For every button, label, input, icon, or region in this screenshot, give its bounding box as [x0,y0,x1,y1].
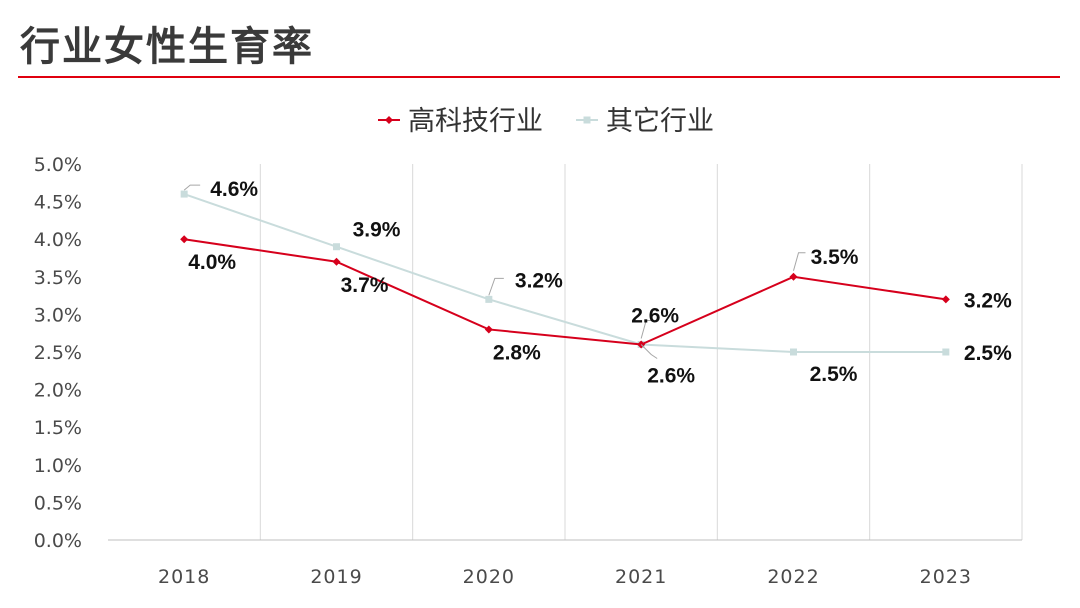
data-point-hightech [941,295,950,304]
data-label-leader [640,319,654,339]
legend-marker [385,116,393,124]
data-label: 2.5% [964,342,1012,365]
legend-label: 其它行业 [606,106,714,137]
data-label-leader [793,252,806,271]
x-tick-label: 2023 [920,566,972,588]
y-tick-label: 3.0% [34,304,82,326]
y-tick-label: 4.0% [34,229,82,251]
data-point-other [942,348,950,356]
data-label-leader [640,344,658,359]
y-tick-label: 2.0% [34,380,82,402]
series-line-other [183,193,946,353]
x-tick-label: 2018 [158,566,210,588]
data-label: 3.9% [353,219,401,242]
data-label: 3.2% [515,269,563,292]
data-label: 2.8% [493,341,541,364]
x-tick-label: 2022 [767,566,819,588]
x-tick-label: 2021 [615,566,667,588]
series-line-hightech [184,238,946,346]
data-label: 4.0% [188,251,236,274]
data-label: 2.6% [631,304,679,327]
page-title: 行业女性生育率 [20,24,314,70]
data-point-hightech [484,325,493,334]
data-label: 4.6% [210,178,258,201]
data-label: 3.7% [341,274,389,297]
x-tick-label: 2019 [310,566,362,588]
data-label: 3.5% [811,246,859,269]
data-point-other [790,348,797,356]
y-tick-label: 0.0% [34,530,82,552]
y-tick-label: 5.0% [34,154,82,176]
data-label-leader [183,184,201,191]
data-label: 3.2% [964,289,1012,312]
data-point-other [333,243,340,251]
x-tick-label: 2020 [463,566,515,588]
y-tick-label: 3.5% [34,267,82,289]
data-point-hightech [789,272,798,281]
y-tick-label: 0.5% [34,492,82,514]
data-label-leader [488,277,504,296]
y-tick-label: 1.5% [34,417,82,439]
y-tick-label: 1.0% [34,455,82,477]
data-point-other [485,295,493,303]
data-label: 2.6% [647,364,695,387]
data-point-hightech [180,235,189,244]
y-tick-label: 4.5% [34,192,82,214]
y-tick-label: 2.5% [34,342,82,364]
title-divider [18,76,1060,78]
data-label: 2.5% [810,363,858,386]
legend-marker [583,116,591,124]
data-point-other [180,190,188,198]
data-point-hightech [332,257,341,266]
legend-label: 高科技行业 [408,106,543,137]
